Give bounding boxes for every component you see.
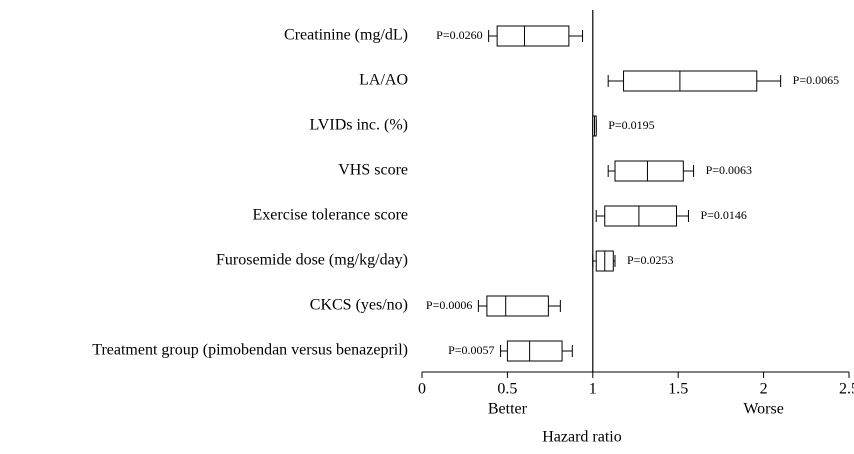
- p-value-label: P=0.0195: [608, 118, 654, 132]
- x-tick-label: 2: [760, 381, 768, 398]
- x-tick-label: 1.5: [668, 381, 688, 398]
- y-tick-label: CKCS (yes/no): [310, 297, 408, 314]
- x-tick-label: 2.5: [839, 381, 854, 398]
- y-tick-label: Furosemide dose (mg/kg/day): [216, 252, 408, 269]
- y-tick-label: LVIDs inc. (%): [310, 117, 409, 134]
- box: [614, 160, 684, 182]
- x-tick-label: 0.5: [497, 381, 517, 398]
- x-tick-label: 1: [589, 381, 597, 398]
- p-value-label: P=0.0146: [700, 208, 746, 222]
- box: [486, 295, 549, 317]
- box: [623, 70, 758, 92]
- y-tick-label: Creatinine (mg/dL): [284, 27, 408, 44]
- box: [506, 340, 563, 362]
- x-axis-title: Hazard ratio: [542, 429, 622, 446]
- box: [496, 25, 570, 47]
- y-tick-label: VHS score: [338, 162, 408, 179]
- x-tick-label: 0: [418, 381, 426, 398]
- y-tick-label: Treatment group (pimobendan versus benaz…: [92, 342, 408, 359]
- p-value-label: P=0.0253: [627, 253, 673, 267]
- p-value-label: P=0.0063: [706, 163, 752, 177]
- p-value-label: P=0.0006: [426, 298, 472, 312]
- annotation: Better: [488, 401, 528, 418]
- p-value-label: P=0.0260: [436, 28, 482, 42]
- y-tick-label: LA/AO: [359, 72, 408, 89]
- annotation: Worse: [743, 401, 783, 418]
- y-tick-label: Exercise tolerance score: [253, 207, 408, 224]
- p-value-label: P=0.0057: [448, 343, 494, 357]
- box: [604, 205, 677, 227]
- p-value-label: P=0.0065: [793, 73, 839, 87]
